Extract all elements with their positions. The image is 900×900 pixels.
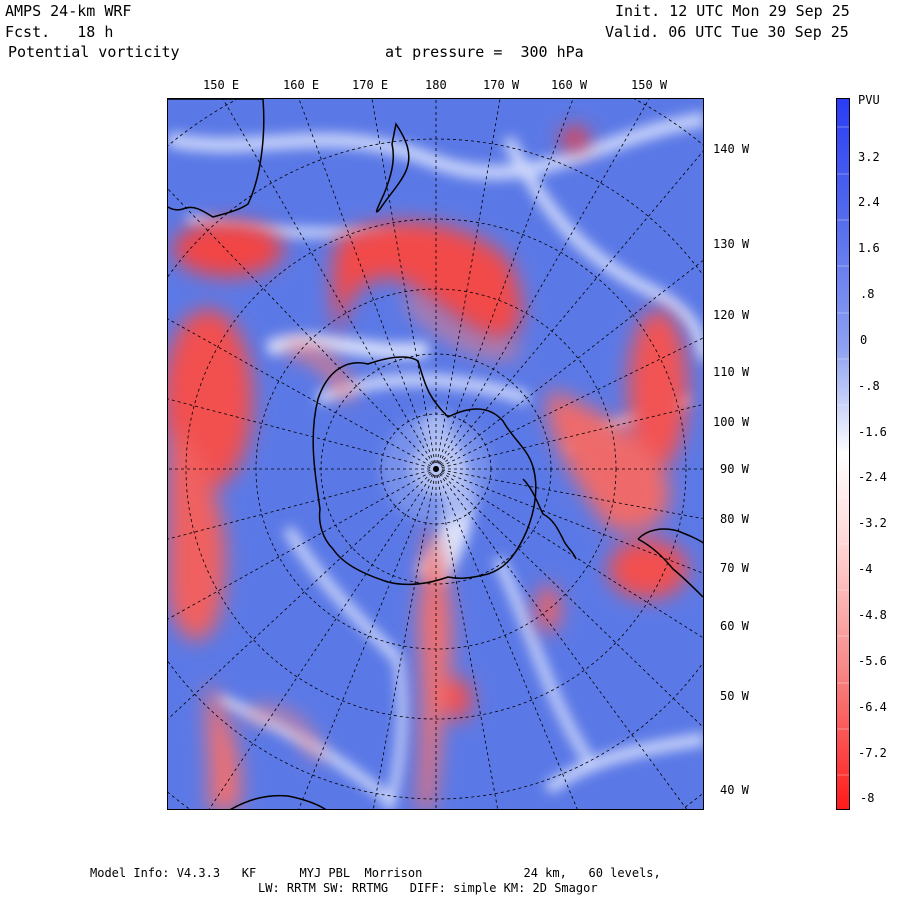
pv-map-canvas <box>168 99 703 809</box>
lon-label-80w: 80 W <box>720 512 749 526</box>
init-time: Init. 12 UTC Mon 29 Sep 25 <box>615 2 850 20</box>
lon-label-60w: 60 W <box>720 619 749 633</box>
colorbar-tick: -2.4 <box>858 470 887 484</box>
colorbar-tick: 3.2 <box>858 150 880 164</box>
colorbar-tick: -8 <box>860 791 875 805</box>
model-info-line1: Model Info: V4.3.3 KF MYJ PBL Morrison 2… <box>90 866 661 880</box>
lon-label-150e: 150 E <box>203 78 240 92</box>
colorbar-tick: 0 <box>860 333 868 347</box>
model-info-line2: LW: RRTM SW: RRTMG DIFF: simple KM: 2D S… <box>258 881 598 895</box>
colorbar-tick: 2.4 <box>858 195 880 209</box>
lon-label-100w: 100 W <box>713 415 750 429</box>
lon-label-150w: 150 W <box>631 78 668 92</box>
lon-label-120w: 120 W <box>713 308 750 322</box>
colorbar-tick: .8 <box>860 287 875 301</box>
colorbar-gradient <box>837 99 849 809</box>
meridians <box>168 99 703 809</box>
lon-label-50w: 50 W <box>720 689 749 703</box>
new-zealand-coastline <box>375 122 410 213</box>
colorbar-tick: -3.2 <box>858 516 887 530</box>
lon-label-40w: 40 W <box>720 783 749 797</box>
lon-label-170w: 170 W <box>483 78 520 92</box>
lon-label-140w: 140 W <box>713 142 750 156</box>
colorbar-tick: 1.6 <box>858 241 880 255</box>
colorbar-tick: -.8 <box>858 379 880 393</box>
colorbar-tick: -4 <box>858 562 873 576</box>
colorbar-tick: -7.2 <box>858 746 887 760</box>
pv-colorbar <box>836 98 850 810</box>
pv-red-regions <box>168 127 688 809</box>
colorbar-tick: -4.8 <box>858 608 887 622</box>
colorbar-unit: PVU <box>858 93 880 107</box>
lon-label-70w: 70 W <box>720 561 749 575</box>
lon-label-180: 180 <box>425 78 447 92</box>
south-america-coastline <box>637 528 703 598</box>
colorbar-tick: -6.4 <box>858 700 887 714</box>
coastlines <box>168 99 703 809</box>
lon-label-130w: 130 W <box>713 237 750 251</box>
colorbar-tick: -1.6 <box>858 425 887 439</box>
antarctic-peninsula <box>522 478 577 560</box>
colorbar-tick: -5.6 <box>858 654 887 668</box>
pressure-level: at pressure = 300 hPa <box>385 43 584 61</box>
pv-map <box>167 98 704 810</box>
forecast-hour: Fcst. 18 h <box>5 23 114 41</box>
valid-time: Valid. 06 UTC Tue 30 Sep 25 <box>605 23 849 41</box>
field-name: Potential vorticity <box>8 43 180 61</box>
lon-label-110w: 110 W <box>713 365 750 379</box>
antarctica-coastline <box>312 356 537 586</box>
model-title: AMPS 24-km WRF <box>5 2 132 20</box>
lon-label-170e: 170 E <box>352 78 389 92</box>
lon-label-160w: 160 W <box>551 78 588 92</box>
australia-coastline <box>168 99 265 218</box>
lon-label-90w: 90 W <box>720 462 749 476</box>
africa-coastline <box>230 794 327 809</box>
lon-label-160e: 160 E <box>283 78 320 92</box>
